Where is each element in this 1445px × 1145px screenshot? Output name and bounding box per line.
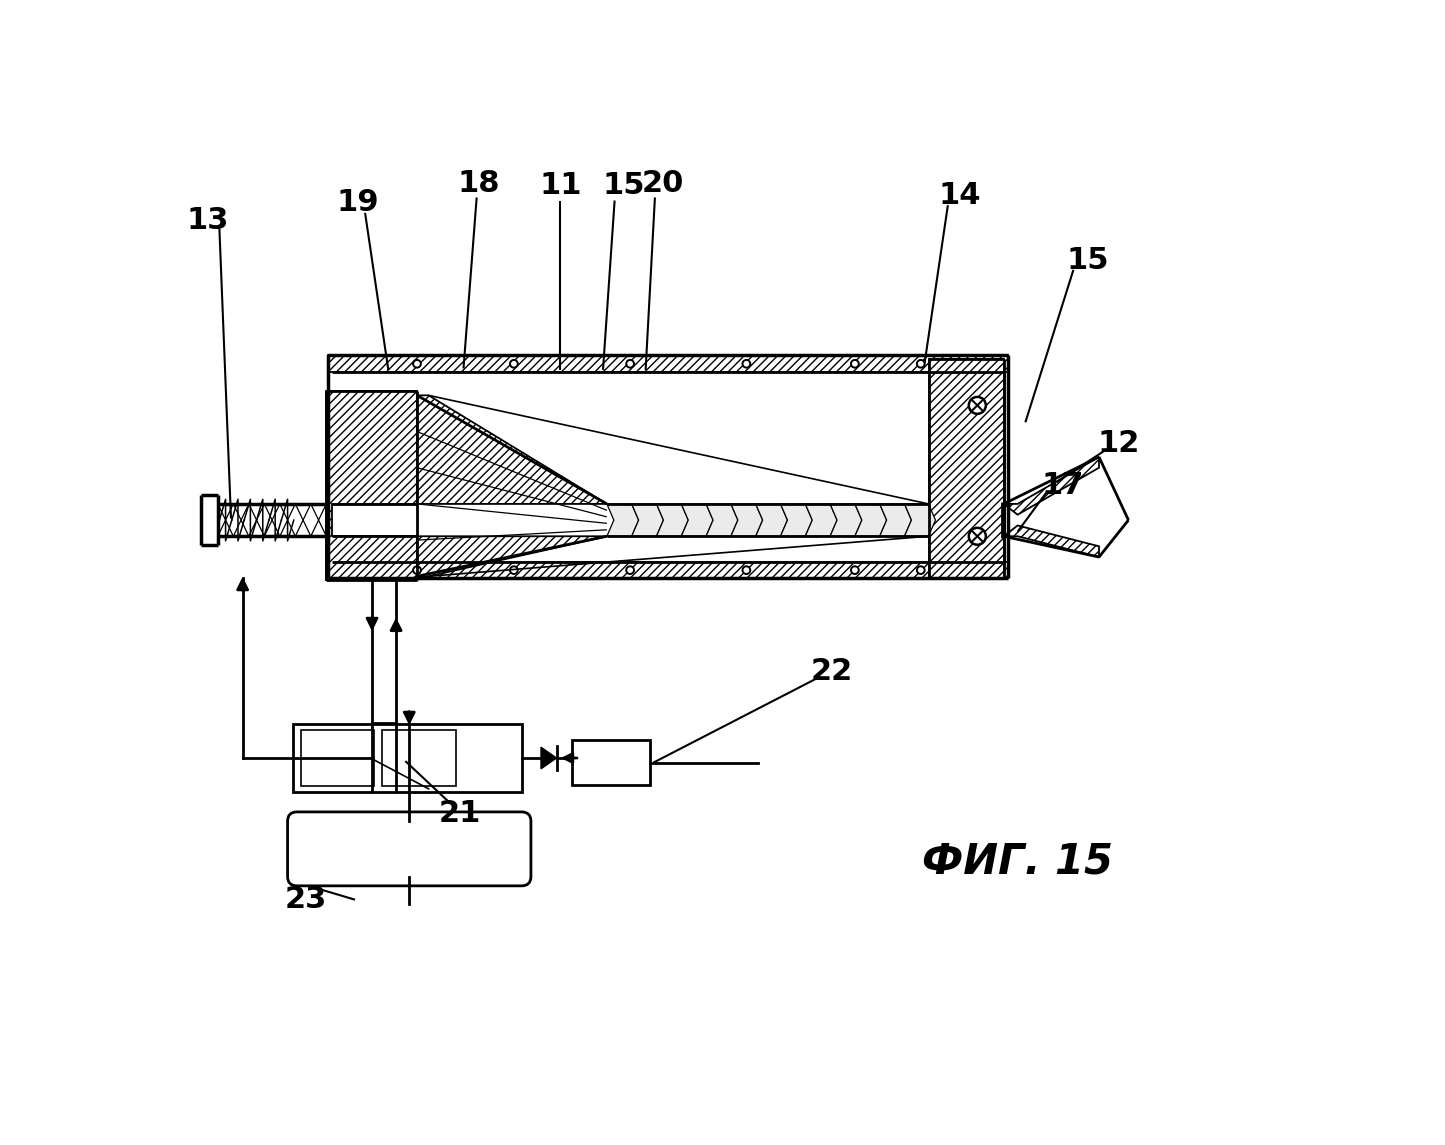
Circle shape [413, 567, 420, 574]
Circle shape [510, 567, 517, 574]
Bar [301, 731, 374, 785]
Circle shape [413, 360, 420, 368]
Polygon shape [880, 504, 912, 536]
Bar [293, 724, 522, 792]
Text: 19: 19 [337, 188, 379, 218]
Polygon shape [328, 355, 1009, 372]
Polygon shape [540, 748, 556, 768]
Circle shape [968, 397, 985, 413]
Circle shape [626, 360, 634, 368]
Polygon shape [805, 504, 837, 536]
Text: 12: 12 [1097, 429, 1140, 458]
FancyBboxPatch shape [288, 812, 530, 886]
Text: 22: 22 [811, 656, 853, 686]
Polygon shape [780, 504, 812, 536]
Text: 21: 21 [438, 799, 481, 828]
Polygon shape [756, 504, 788, 536]
Text: 18: 18 [458, 169, 500, 198]
Circle shape [510, 360, 517, 368]
Polygon shape [328, 562, 1009, 578]
Text: 11: 11 [539, 172, 582, 200]
Bar [572, 741, 649, 785]
Polygon shape [905, 504, 935, 536]
Polygon shape [656, 504, 688, 536]
Text: 15: 15 [603, 172, 644, 200]
Polygon shape [418, 536, 607, 576]
Polygon shape [607, 504, 639, 536]
Text: 14: 14 [938, 181, 981, 210]
Polygon shape [681, 504, 712, 536]
Circle shape [968, 528, 985, 545]
Circle shape [743, 360, 750, 368]
Polygon shape [731, 504, 763, 536]
Circle shape [851, 567, 858, 574]
Text: 20: 20 [642, 169, 683, 198]
Polygon shape [418, 395, 607, 504]
Text: 15: 15 [1066, 246, 1108, 275]
Text: 17: 17 [1042, 471, 1084, 500]
Polygon shape [855, 504, 887, 536]
Circle shape [851, 360, 858, 368]
Text: 13: 13 [186, 206, 228, 235]
Polygon shape [1004, 526, 1100, 558]
Polygon shape [631, 504, 663, 536]
Polygon shape [1004, 457, 1100, 515]
Circle shape [918, 360, 925, 368]
Text: 23: 23 [285, 885, 328, 914]
Polygon shape [829, 504, 861, 536]
Polygon shape [707, 504, 738, 536]
Circle shape [743, 567, 750, 574]
Polygon shape [327, 392, 418, 581]
Circle shape [626, 567, 634, 574]
Bar [381, 731, 455, 785]
Text: ФИГ. 15: ФИГ. 15 [922, 840, 1113, 882]
Circle shape [918, 567, 925, 574]
Polygon shape [929, 360, 1004, 578]
